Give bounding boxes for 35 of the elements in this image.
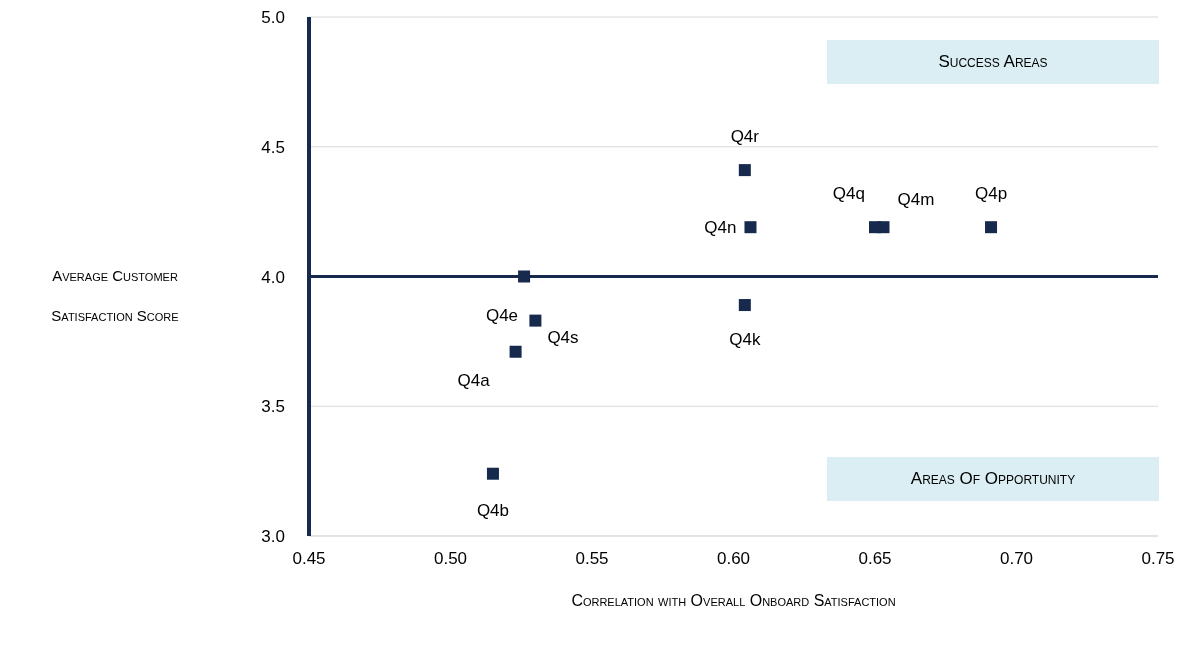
data-label: Q4s <box>547 327 579 347</box>
x-tick-label: 0.70 <box>999 549 1034 569</box>
x-axis-title: Correlation with Overall Onboard Satisfaction <box>570 592 897 610</box>
data-label: Q4r <box>730 127 760 147</box>
x-tick-label: 0.75 <box>1141 549 1175 569</box>
x-tick-label: 0.60 <box>716 549 751 569</box>
data-label: Q4a <box>457 370 491 390</box>
point <box>509 345 522 358</box>
data-label: Q4e <box>485 305 519 325</box>
label-box: Areas Of Opportunity <box>827 457 1159 501</box>
point <box>486 467 499 480</box>
point <box>738 164 751 177</box>
y-tick-label: 5.0 <box>261 8 285 28</box>
data-label: Q4n <box>704 218 737 238</box>
text: Average Customer Satisfaction Score <box>51 267 179 324</box>
y-tick-label: 3.5 <box>261 397 285 417</box>
data-label: Q4q <box>832 184 865 204</box>
data-label: Q4p <box>974 184 1008 204</box>
data-label: Q4m <box>897 190 935 210</box>
point <box>877 221 890 234</box>
x-tick-label: 0.55 <box>575 549 609 569</box>
point <box>518 270 531 283</box>
y-tick-label: 3.0 <box>261 527 285 547</box>
point <box>738 299 751 312</box>
x-tick-label: 0.50 <box>433 549 468 569</box>
label-box: Success Areas <box>827 40 1159 84</box>
point <box>529 314 542 327</box>
y-tick-label: 4.0 <box>261 267 285 287</box>
point <box>744 221 757 234</box>
x-tick-label: 0.45 <box>292 549 326 569</box>
data-label: Q4k <box>729 330 761 350</box>
x-tick-label: 0.65 <box>858 549 892 569</box>
y-tick-label: 4.5 <box>261 137 285 157</box>
point <box>985 221 998 234</box>
data-label: Q4b <box>476 500 510 520</box>
